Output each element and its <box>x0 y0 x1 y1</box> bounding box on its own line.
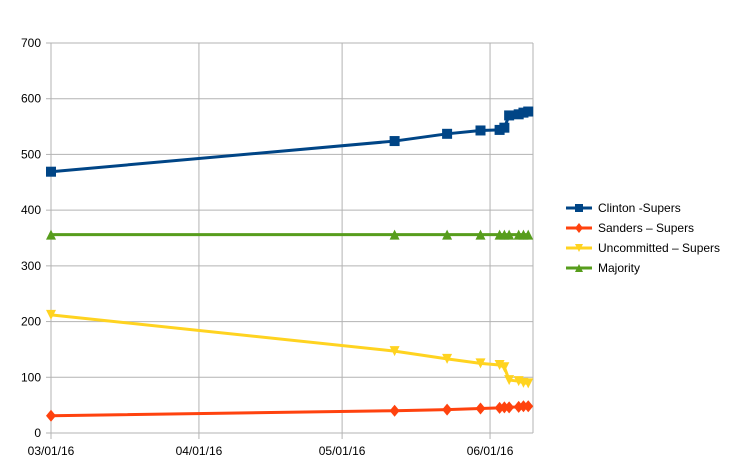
data-point <box>442 229 453 240</box>
legend-label: Sanders – Supers <box>598 221 694 235</box>
legend-item: Majority <box>566 261 640 275</box>
data-point <box>46 166 56 177</box>
data-point <box>442 353 453 364</box>
y-tick-label: 400 <box>21 203 41 217</box>
x-tick-label: 06/01/16 <box>467 444 514 458</box>
data-point <box>442 403 453 416</box>
x-axis: 03/01/16 04/01/16 05/01/16 06/01/16 <box>28 433 514 458</box>
legend-label: Majority <box>598 261 640 275</box>
legend-item: Sanders – Supers <box>566 221 694 235</box>
legend-label: Uncommitted – Supers <box>598 241 720 255</box>
series-2 <box>46 309 534 389</box>
data-point <box>475 358 486 369</box>
legend-swatch-marker <box>575 244 583 252</box>
data-point <box>389 404 400 417</box>
data-point <box>389 136 400 147</box>
data-point <box>504 375 515 386</box>
y-tick-label: 100 <box>21 370 41 384</box>
data-point <box>389 229 400 240</box>
legend-swatch-marker <box>575 204 583 212</box>
data-point <box>475 402 486 415</box>
data-point <box>475 229 486 240</box>
legend-swatch-marker <box>575 264 583 272</box>
data-point <box>504 229 515 240</box>
data-point <box>504 110 515 121</box>
data-point <box>475 125 486 136</box>
data-point <box>499 122 510 133</box>
x-tick-label: 03/01/16 <box>28 444 75 458</box>
legend-item: Uncommitted – Supers <box>566 241 720 255</box>
plot-area <box>51 43 533 433</box>
grid-lines <box>50 42 534 434</box>
y-tick-label: 300 <box>21 259 41 273</box>
legend-swatch-marker <box>575 223 583 233</box>
x-tick-label: 05/01/16 <box>319 444 366 458</box>
data-point <box>523 106 534 117</box>
data-point <box>523 229 534 240</box>
x-tick-label: 04/01/16 <box>176 444 223 458</box>
data-point <box>46 229 56 240</box>
data-point <box>504 401 515 414</box>
y-tick-label: 700 <box>21 36 41 50</box>
legend-label: Clinton -Supers <box>598 201 681 215</box>
data-point <box>46 309 56 320</box>
series-layer <box>46 106 534 422</box>
series-0 <box>46 106 534 177</box>
legend: Clinton -Supers Sanders – Supers Uncommitt… <box>566 201 720 275</box>
series-3 <box>46 229 534 240</box>
data-point <box>442 128 453 139</box>
legend-item: Clinton -Supers <box>566 201 681 215</box>
y-axis: 0 100 200 300 400 500 600 700 <box>21 36 51 440</box>
data-point <box>46 409 56 422</box>
series-1 <box>46 400 534 422</box>
y-tick-label: 600 <box>21 92 41 106</box>
y-tick-label: 200 <box>21 315 41 329</box>
data-point <box>499 362 510 373</box>
y-tick-label: 0 <box>34 426 41 440</box>
data-point <box>389 346 400 357</box>
data-point <box>523 378 534 389</box>
data-point <box>523 400 534 413</box>
y-tick-label: 500 <box>21 147 41 161</box>
